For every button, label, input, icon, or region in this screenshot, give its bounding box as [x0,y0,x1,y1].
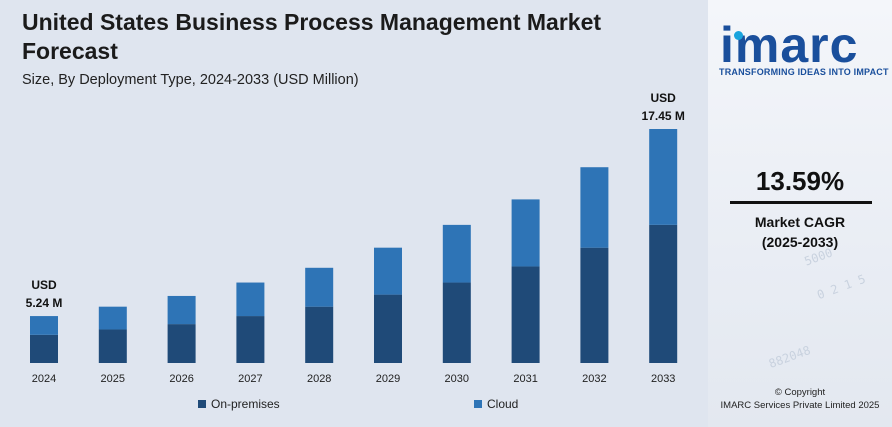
x-tick-label-2028: 2028 [307,373,331,385]
logo-dot-icon [734,31,743,40]
legend-item-cloud: Cloud [474,397,518,411]
chart-title: United States Business Process Managemen… [22,9,602,64]
legend-label-on-premises: On-premises [211,397,280,411]
copyright: © Copyright IMARC Services Private Limit… [708,386,892,412]
x-tick-label-2029: 2029 [376,373,400,385]
bar-on-premises-2027 [236,316,265,363]
bar-cloud-2027 [236,282,265,317]
bar-on-premises-2032 [580,247,609,363]
bar-on-premises-2028 [305,306,334,363]
copyright-line1: © Copyright [774,387,826,398]
decorative-background-digits: 0 2 1 5 [815,271,868,303]
cagr-label: Market CAGR (2025-2033) [708,212,892,252]
x-tick-label-2031: 2031 [513,373,537,385]
logo-text: imarc [720,17,859,73]
bar-cloud-2030 [442,224,471,283]
x-tick-label-2027: 2027 [238,373,262,385]
bar-cloud-2031 [511,199,540,267]
value-label-2024-line1: USD [31,278,57,292]
cagr-divider [730,201,872,204]
bar-on-premises-2024 [30,334,58,363]
bar-cloud-2033 [649,129,678,225]
x-tick-label-2026: 2026 [169,373,193,385]
bar-on-premises-2025 [98,329,127,363]
bar-on-premises-2026 [167,324,196,363]
brand-tagline: TRANSFORMING IDEAS INTO IMPACT [719,67,889,77]
copyright-line2: IMARC Services Private Limited 2025 [720,400,880,411]
legend-item-on-premises: On-premises [198,397,280,411]
value-label-2024-line2: 5.24 M [26,296,63,310]
cagr-value: 13.59% [755,166,845,196]
bar-on-premises-2030 [442,282,471,363]
legend-label-cloud: Cloud [487,397,519,411]
brand-panel: 5000 0 2 1 5 882048 imarc TRANSFORMING I… [708,0,892,427]
cagr-label-line2: (2025-2033) [761,234,839,250]
bar-cloud-2029 [374,247,402,295]
bar-cloud-2026 [167,295,196,325]
bar-on-premises-2031 [511,266,540,363]
bar-cloud-2025 [98,306,127,330]
cagr-label-line1: Market CAGR [754,214,846,230]
bar-on-premises-2033 [649,224,678,363]
value-label-2033-line2: 17.45 M [642,109,685,123]
stacked-bar-chart: 2024 2025 2026 2027 2028 2029 2030 2031 2032 2033… [26,91,685,385]
chart-subtitle: Size, By Deployment Type, 2024-2033 (USD… [22,72,359,88]
x-tick-label-2025: 2025 [101,373,125,385]
bar-cloud-2024 [30,316,58,335]
bar-cloud-2028 [305,267,334,307]
legend-swatch-on-premises [198,400,206,408]
x-tick-label-2032: 2032 [582,373,606,385]
imarc-logo: imarc [720,20,886,70]
value-label-2033-line1: USD [651,91,677,105]
x-tick-label-2033: 2033 [651,373,675,385]
chart-panel: United States Business Process Managemen… [22,9,685,411]
bar-cloud-2032 [580,167,609,248]
bar-on-premises-2029 [374,294,402,363]
x-tick-label-2024: 2024 [32,373,56,385]
x-tick-label-2030: 2030 [445,373,469,385]
legend-swatch-cloud [474,400,482,408]
decorative-background-digits: 882048 [766,343,813,371]
